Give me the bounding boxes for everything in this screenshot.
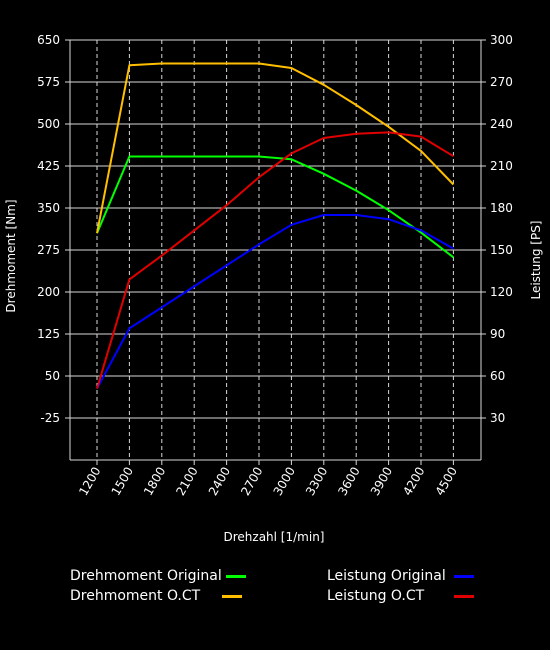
y-left-tick-label: 350 [37, 201, 60, 215]
y-right-tick-label: 150 [490, 243, 513, 257]
y-right-tick-label: 300 [490, 33, 513, 47]
y-right-tick-label: 90 [490, 327, 505, 341]
legend: Drehmoment Original Drehmoment O.CT Leis… [0, 566, 550, 610]
legend-swatch [454, 594, 475, 598]
left-axis-ticks: 650 575 500 425 350 275 200 125 50 -25 [37, 33, 60, 425]
legend-swatch [222, 594, 243, 598]
series-lines [96, 62, 455, 390]
x-tick-label: 3600 [335, 465, 362, 498]
y-right-tick-label: 240 [490, 117, 513, 131]
y-left-tick-label: 650 [37, 33, 60, 47]
left-axis-title: Drehmoment [Nm] [4, 199, 18, 312]
y-right-tick-label: 210 [490, 159, 513, 173]
series-line-drehmoment-original [96, 155, 455, 259]
y-right-tick-label: 60 [490, 369, 505, 383]
x-tick-label: 2700 [238, 465, 265, 498]
x-tick-label: 3000 [271, 465, 298, 498]
legend-item-drehmoment-oct: Drehmoment O.CT [70, 586, 243, 606]
y-right-tick-label: 30 [490, 411, 505, 425]
x-tick-label: 2400 [206, 465, 233, 498]
legend-swatch [453, 574, 474, 578]
x-tick-label: 2100 [173, 465, 200, 498]
y-left-tick-label: 125 [37, 327, 60, 341]
right-axis-ticks: 300 270 240 210 180 150 120 90 60 30 [490, 33, 513, 425]
right-axis-title: Leistung [PS] [529, 220, 543, 299]
y-left-tick-label: 575 [37, 75, 60, 89]
legend-label: Leistung Original [327, 568, 446, 584]
x-tick-label: 1800 [141, 465, 168, 498]
legend-swatch [225, 574, 246, 578]
series-line-leistung-original [96, 214, 454, 390]
legend-label: Drehmoment O.CT [70, 588, 201, 604]
y-right-tick-label: 180 [490, 201, 513, 215]
x-tick-label: 4500 [433, 465, 460, 498]
legend-label: Drehmoment Original [70, 568, 222, 584]
legend-item-leistung-original: Leistung Original [327, 566, 474, 586]
x-tick-label: 4200 [400, 465, 427, 498]
y-left-tick-label: 200 [37, 285, 60, 299]
series-line-drehmoment-o-ct [96, 62, 455, 234]
series-line-leistung-o-ct [96, 131, 454, 389]
y-left-tick-label: 500 [37, 117, 60, 131]
y-left-tick-label: 50 [45, 369, 60, 383]
x-axis-ticks: 1200 1500 1800 2100 2400 2700 3000 3300 3600 3900… [76, 465, 460, 498]
y-left-tick-label: 275 [37, 243, 60, 257]
y-left-tick-label: 425 [37, 159, 60, 173]
legend-item-drehmoment-original: Drehmoment Original [70, 566, 246, 586]
y-right-tick-label: 270 [490, 75, 513, 89]
plot-area [69, 40, 482, 461]
x-tick-label: 3300 [303, 465, 330, 498]
x-tick-label: 3900 [368, 465, 395, 498]
x-tick-label: 1500 [109, 465, 136, 498]
legend-label: Leistung O.CT [327, 588, 425, 604]
x-tick-label: 1200 [76, 465, 103, 498]
y-right-tick-label: 120 [490, 285, 513, 299]
x-axis-title: Drehzahl [1/min] [224, 530, 325, 544]
y-left-tick-label: -25 [40, 411, 60, 425]
legend-item-leistung-oct: Leistung O.CT [327, 586, 475, 606]
grid [65, 39, 486, 465]
